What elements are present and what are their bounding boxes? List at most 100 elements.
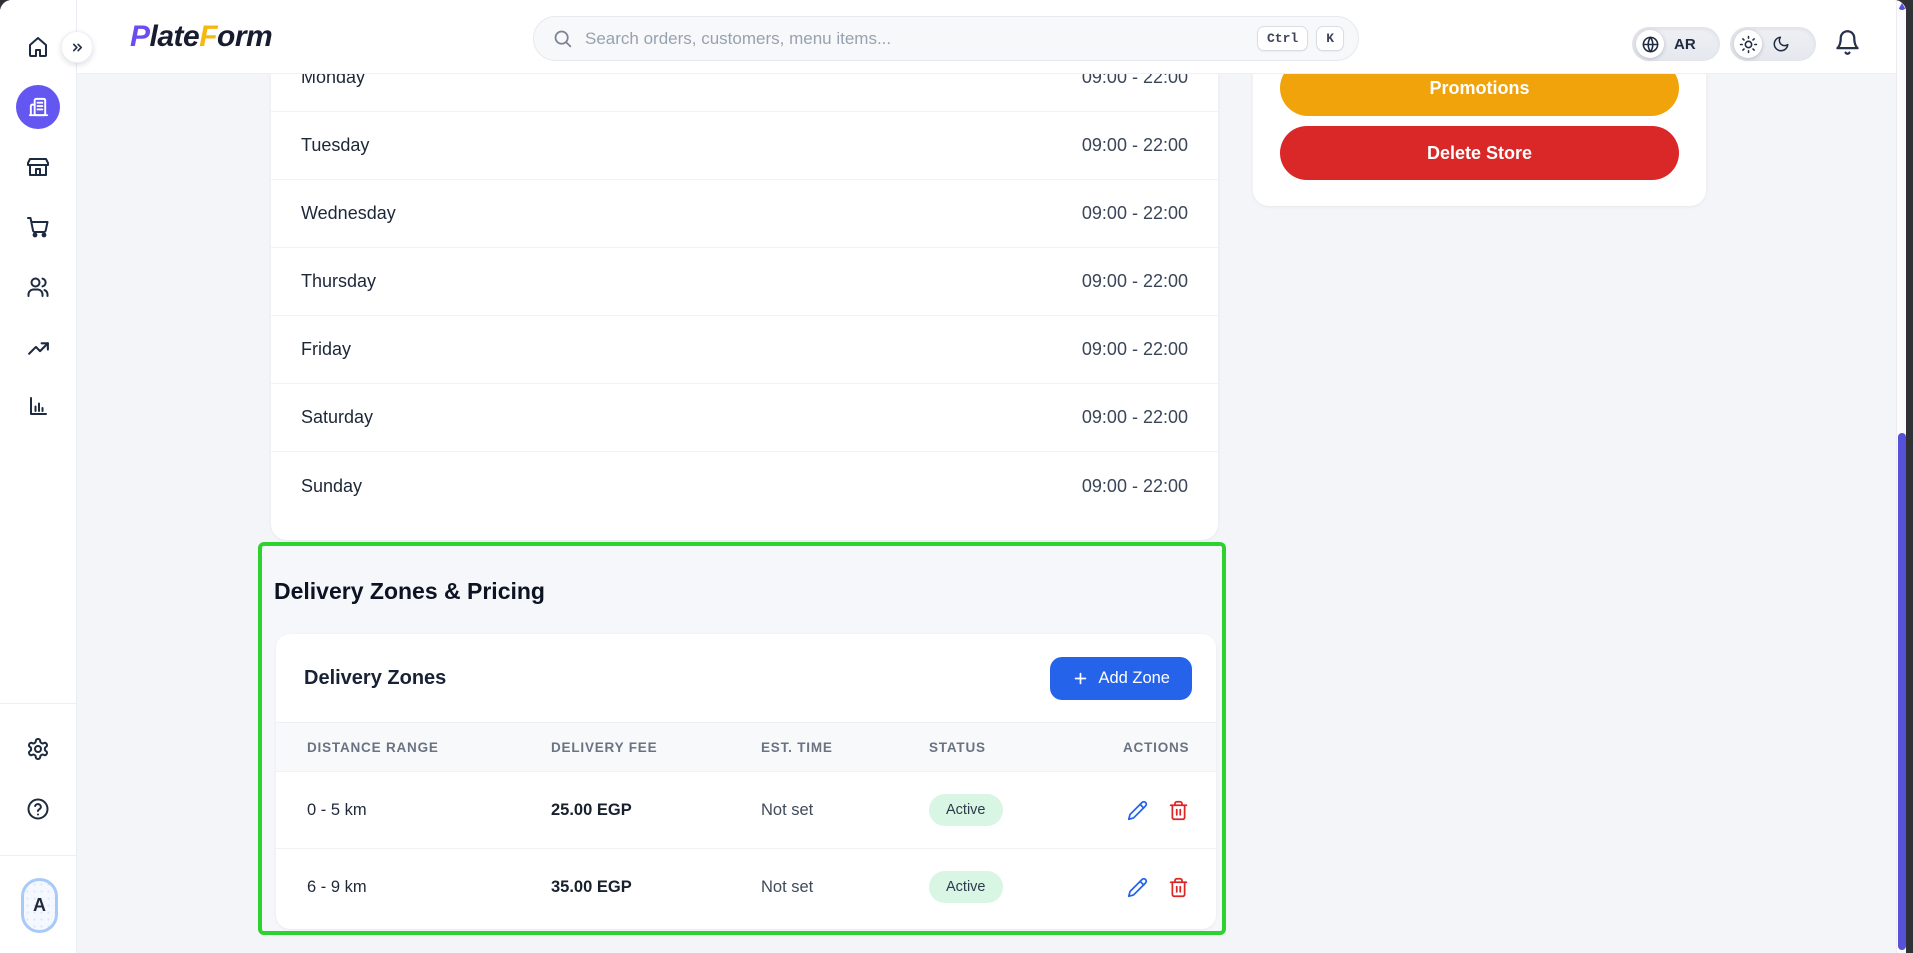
logo-part: F: [199, 20, 218, 53]
sidebar-divider: [0, 703, 77, 704]
hours-row-tuesday: Tuesday 09:00 - 22:00: [271, 112, 1218, 180]
zones-table-header: DISTANCE RANGE DELIVERY FEE EST. TIME ST…: [276, 722, 1216, 771]
status-badge: Active: [929, 871, 1003, 903]
hours-row-thursday: Thursday 09:00 - 22:00: [271, 248, 1218, 316]
day-label: Friday: [301, 339, 352, 359]
time-range: 09:00 - 22:00: [1081, 339, 1188, 359]
logo-part: P: [130, 20, 150, 53]
sidebar-divider: [0, 855, 77, 856]
sidebar-item-storefront[interactable]: [16, 145, 60, 189]
page-scrollbar[interactable]: [1896, 0, 1906, 953]
zone-row: 6 - 9 km 35.00 EGP Not set Active: [276, 848, 1216, 925]
time-range: 09:00 - 22:00: [1081, 407, 1188, 427]
sidebar-item-home[interactable]: [16, 25, 60, 69]
opening-hours-card: Monday 09:00 - 22:00 Tuesday 09:00 - 22:…: [271, 44, 1218, 540]
help-circle-icon: [26, 797, 50, 821]
zone-row: 0 - 5 km 25.00 EGP Not set Active: [276, 771, 1216, 848]
global-search[interactable]: Ctrl K: [533, 16, 1359, 61]
col-delivery-fee: DELIVERY FEE: [551, 739, 658, 755]
globe-icon: [1636, 30, 1664, 58]
sidebar-nav: A: [0, 0, 77, 953]
add-zone-label: Add Zone: [1098, 668, 1170, 687]
time-range: 09:00 - 22:00: [1081, 203, 1188, 223]
scrollbar-thumb[interactable]: [1898, 433, 1906, 950]
edit-zone-button[interactable]: [1127, 800, 1148, 821]
notifications-bell-icon[interactable]: [1834, 29, 1861, 61]
plus-icon: [1072, 670, 1089, 687]
delivery-zones-card-header: Delivery Zones Add Zone: [276, 634, 1216, 722]
section-title: Delivery Zones & Pricing: [274, 578, 545, 604]
bar-chart-icon: [26, 394, 50, 418]
delivery-zones-card: Delivery Zones Add Zone DISTANCE RANGE D…: [276, 634, 1216, 929]
trending-up-icon: [26, 336, 51, 361]
store-actions-card: Promotions Delete Store: [1253, 18, 1706, 206]
store-icon: [26, 155, 50, 179]
sidebar-item-sales[interactable]: [16, 326, 60, 370]
building-icon: [27, 96, 50, 119]
search-input[interactable]: [585, 28, 1249, 49]
col-status: STATUS: [929, 739, 986, 755]
trash-icon: [1168, 800, 1189, 821]
col-distance-range: DISTANCE RANGE: [307, 739, 439, 755]
time-range: 09:00 - 22:00: [1081, 475, 1188, 496]
zone-distance: 0 - 5 km: [307, 800, 367, 819]
delete-store-button[interactable]: Delete Store: [1280, 126, 1679, 180]
sidebar-item-orders[interactable]: [16, 205, 60, 249]
sidebar-item-customers[interactable]: [16, 265, 60, 309]
day-label: Wednesday: [301, 203, 396, 223]
user-avatar[interactable]: A: [21, 878, 58, 933]
time-range: 09:00 - 22:00: [1081, 135, 1188, 155]
col-est-time: EST. TIME: [761, 739, 833, 755]
theme-toggle[interactable]: [1730, 27, 1816, 61]
edit-zone-button[interactable]: [1127, 877, 1148, 898]
shopping-cart-icon: [26, 215, 50, 239]
day-label: Thursday: [301, 271, 377, 291]
day-label: Sunday: [301, 475, 363, 496]
scrollbar-up-arrow[interactable]: [1898, 3, 1906, 10]
pencil-icon: [1127, 800, 1148, 821]
sidebar-item-settings[interactable]: [16, 727, 60, 771]
delete-zone-button[interactable]: [1168, 800, 1189, 821]
logo-part: orm: [217, 20, 273, 53]
language-label: AR: [1674, 35, 1696, 53]
shortcut-k-key: K: [1316, 26, 1344, 51]
delete-zone-button[interactable]: [1168, 877, 1189, 898]
hours-row-saturday: Saturday 09:00 - 22:00: [271, 384, 1218, 452]
language-toggle[interactable]: AR: [1632, 27, 1720, 61]
users-icon: [26, 275, 50, 299]
sidebar-item-help[interactable]: [16, 787, 60, 831]
zone-distance: 6 - 9 km: [307, 877, 367, 896]
add-zone-button[interactable]: Add Zone: [1050, 656, 1192, 700]
sidebar-item-stores[interactable]: [16, 85, 60, 129]
hours-row-wednesday: Wednesday 09:00 - 22:00: [271, 180, 1218, 248]
search-icon: [552, 28, 573, 49]
home-icon: [26, 35, 50, 59]
shortcut-ctrl-key: Ctrl: [1256, 26, 1309, 51]
delivery-zones-section-highlight: Delivery Zones & Pricing Delivery Zones …: [258, 542, 1226, 935]
status-badge: Active: [929, 794, 1003, 826]
sidebar-expand-button[interactable]: [61, 31, 93, 63]
zone-est-time: Not set: [761, 877, 814, 896]
trash-icon: [1168, 877, 1189, 898]
zone-fee: 25.00 EGP: [551, 800, 632, 819]
hours-row-friday: Friday 09:00 - 22:00: [271, 316, 1218, 384]
avatar-initial: A: [33, 895, 46, 915]
sun-icon: [1734, 30, 1762, 58]
sidebar-item-analytics[interactable]: [16, 384, 60, 428]
pencil-icon: [1127, 877, 1148, 898]
card-title: Delivery Zones: [304, 666, 447, 689]
hours-row-sunday: Sunday 09:00 - 22:00: [271, 452, 1218, 540]
gear-icon: [26, 737, 50, 761]
day-label: Saturday: [301, 407, 374, 427]
zone-est-time: Not set: [761, 800, 814, 819]
logo-part: late: [149, 20, 200, 53]
chevrons-right-icon: [70, 40, 85, 55]
time-range: 09:00 - 22:00: [1081, 271, 1188, 291]
day-label: Tuesday: [301, 135, 370, 155]
moon-icon: [1772, 35, 1794, 53]
zone-fee: 35.00 EGP: [551, 877, 632, 896]
